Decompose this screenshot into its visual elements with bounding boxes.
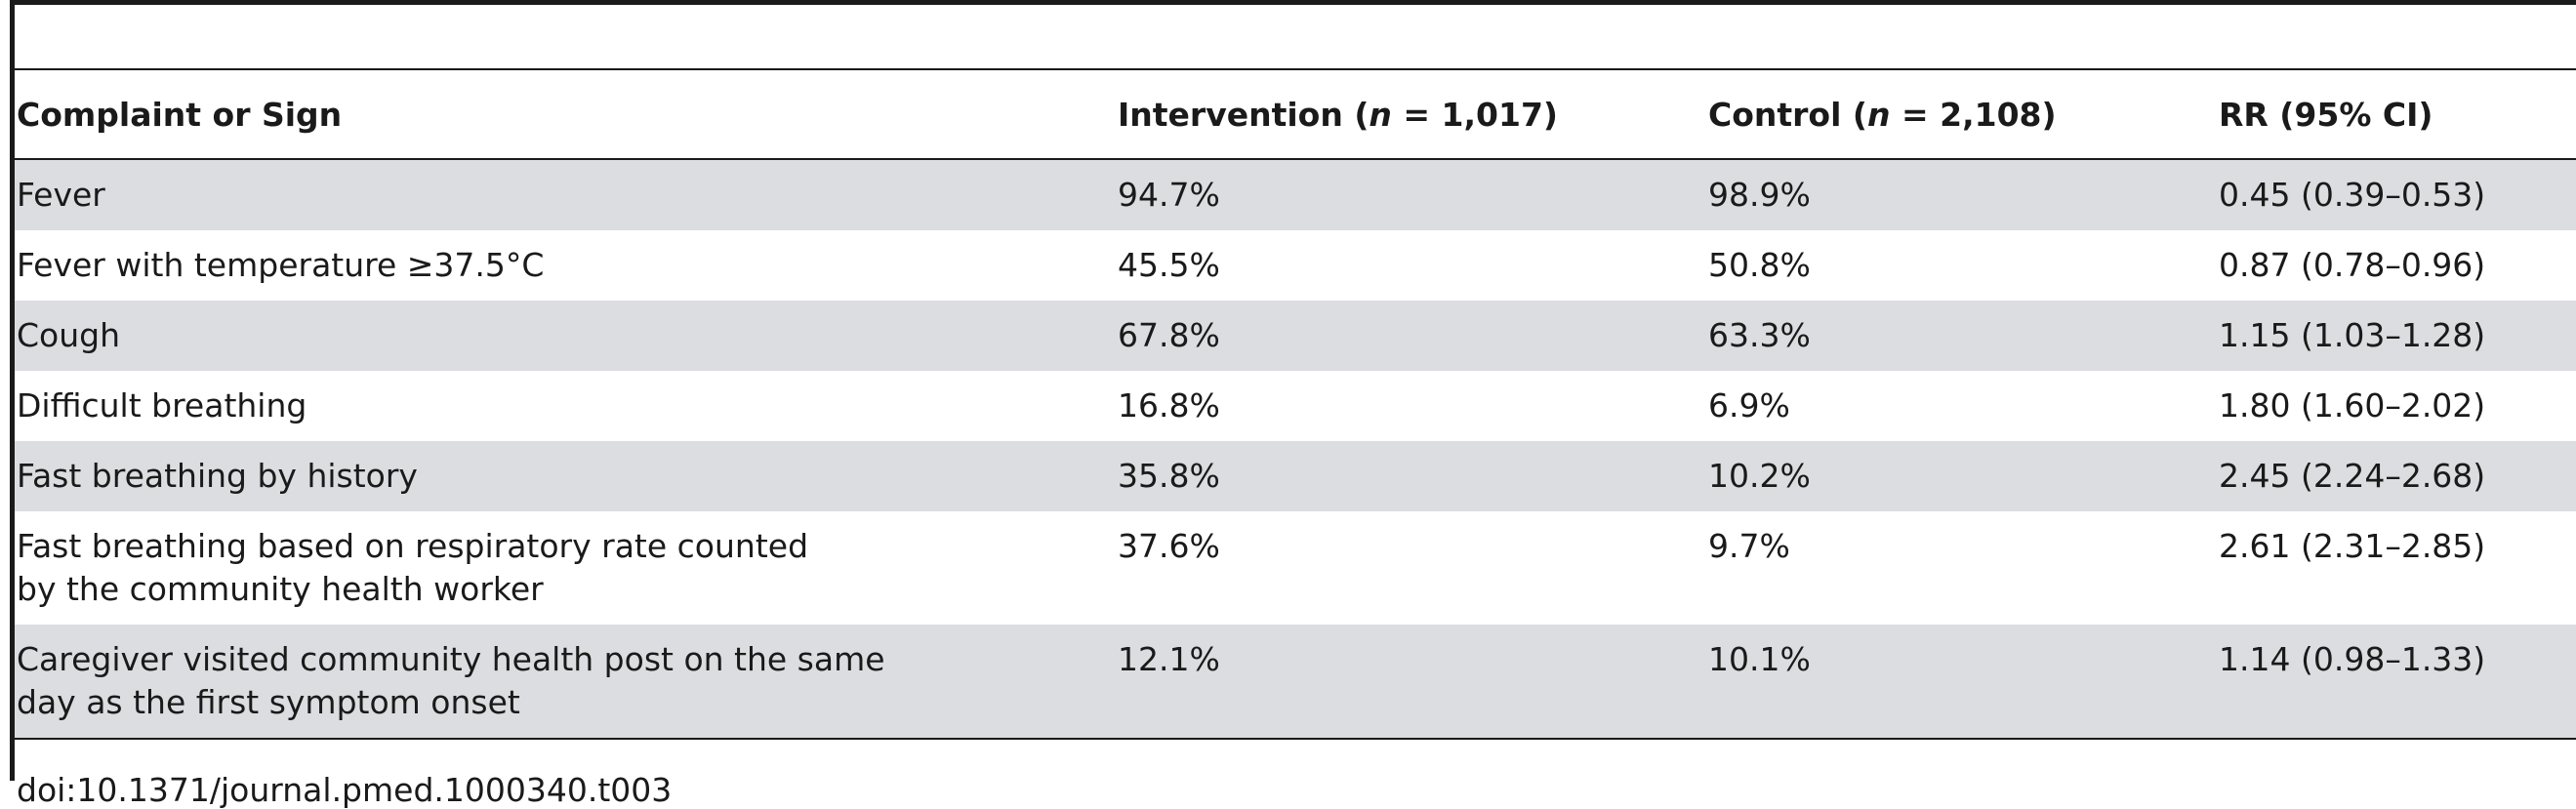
cell-rr: 0.87 (0.78–0.96) xyxy=(2217,230,2576,301)
header-control-prefix: Control ( xyxy=(1708,95,1867,134)
cell-control: 10.1% xyxy=(1706,625,2217,740)
cell-complaint: Fast breathing by history xyxy=(15,441,1116,511)
header-row: Complaint or Sign Intervention (n = 1,01… xyxy=(15,68,2576,160)
header-rr: RR (95% CI) xyxy=(2217,68,2576,160)
cell-control: 10.2% xyxy=(1706,441,2217,511)
table-footnote: doi:10.1371/journal.pmed.1000340.t003 xyxy=(17,771,673,809)
cell-intervention: 67.8% xyxy=(1116,301,1706,371)
cell-complaint-line: Difficult breathing xyxy=(17,386,307,425)
cell-complaint-line: Fever with temperature ≥37.5°C xyxy=(17,246,545,284)
cell-intervention: 45.5% xyxy=(1116,230,1706,301)
cell-complaint-line: Caregiver visited community health post … xyxy=(17,640,885,678)
header-rr-text: RR (95% CI) xyxy=(2219,95,2433,134)
cell-rr: 1.15 (1.03–1.28) xyxy=(2217,301,2576,371)
cell-complaint-line: by the community health worker xyxy=(17,570,544,608)
header-complaint-text: Complaint or Sign xyxy=(17,95,343,134)
cell-rr: 1.80 (1.60–2.02) xyxy=(2217,371,2576,441)
table-row: Difficult breathing 16.8% 6.9% 1.80 (1.60–2… xyxy=(15,371,2576,441)
cell-control: 63.3% xyxy=(1706,301,2217,371)
left-border-rule xyxy=(10,0,15,781)
cell-complaint: Difficult breathing xyxy=(15,371,1116,441)
cell-control: 98.9% xyxy=(1706,159,2217,230)
cell-complaint-line: Cough xyxy=(17,316,121,354)
cell-control: 50.8% xyxy=(1706,230,2217,301)
table-header: Complaint or Sign Intervention (n = 1,01… xyxy=(15,68,2576,160)
header-control: Control (n = 2,108) xyxy=(1706,68,2217,160)
header-control-n: n xyxy=(1867,95,1891,134)
table-row: Fast breathing based on respiratory rate… xyxy=(15,511,2576,625)
cell-complaint-line: Fever xyxy=(17,176,105,214)
header-intervention-suffix: = 1,017) xyxy=(1391,95,1559,134)
header-intervention: Intervention (n = 1,017) xyxy=(1116,68,1706,160)
header-intervention-prefix: Intervention ( xyxy=(1118,95,1370,134)
table-container: Complaint or Sign Intervention (n = 1,01… xyxy=(15,0,2576,809)
cell-complaint: Cough xyxy=(15,301,1116,371)
cell-complaint: Fever xyxy=(15,159,1116,230)
table-row: Caregiver visited community health post … xyxy=(15,625,2576,740)
header-control-suffix: = 2,108) xyxy=(1890,95,2057,134)
data-table: Complaint or Sign Intervention (n = 1,01… xyxy=(15,68,2576,740)
cell-intervention: 94.7% xyxy=(1116,159,1706,230)
cell-complaint: Fast breathing based on respiratory rate… xyxy=(15,511,1116,625)
cell-intervention: 16.8% xyxy=(1116,371,1706,441)
cell-complaint-line: Fast breathing based on respiratory rate… xyxy=(17,527,809,565)
header-complaint: Complaint or Sign xyxy=(15,68,1116,160)
cell-intervention: 12.1% xyxy=(1116,625,1706,740)
cell-rr: 0.45 (0.39–0.53) xyxy=(2217,159,2576,230)
cell-control: 6.9% xyxy=(1706,371,2217,441)
table-row: Fever with temperature ≥37.5°C 45.5% 50.8%… xyxy=(15,230,2576,301)
cell-complaint-line: Fast breathing by history xyxy=(17,457,418,495)
cell-complaint: Caregiver visited community health post … xyxy=(15,625,1116,740)
cell-intervention: 37.6% xyxy=(1116,511,1706,625)
cell-rr: 2.61 (2.31–2.85) xyxy=(2217,511,2576,625)
cell-rr: 2.45 (2.24–2.68) xyxy=(2217,441,2576,511)
cell-complaint-line: day as the first symptom onset xyxy=(17,683,520,721)
cell-complaint: Fever with temperature ≥37.5°C xyxy=(15,230,1116,301)
cell-control: 9.7% xyxy=(1706,511,2217,625)
table-row: Fever 94.7% 98.9% 0.45 (0.39–0.53) xyxy=(15,159,2576,230)
cell-intervention: 35.8% xyxy=(1116,441,1706,511)
table-row: Cough 67.8% 63.3% 1.15 (1.03–1.28) xyxy=(15,301,2576,371)
table-row: Fast breathing by history 35.8% 10.2% 2.45 … xyxy=(15,441,2576,511)
top-border-rule xyxy=(10,0,2576,5)
cell-rr: 1.14 (0.98–1.33) xyxy=(2217,625,2576,740)
table-body: Fever 94.7% 98.9% 0.45 (0.39–0.53) Fever wit… xyxy=(15,159,2576,740)
header-intervention-n: n xyxy=(1369,95,1392,134)
